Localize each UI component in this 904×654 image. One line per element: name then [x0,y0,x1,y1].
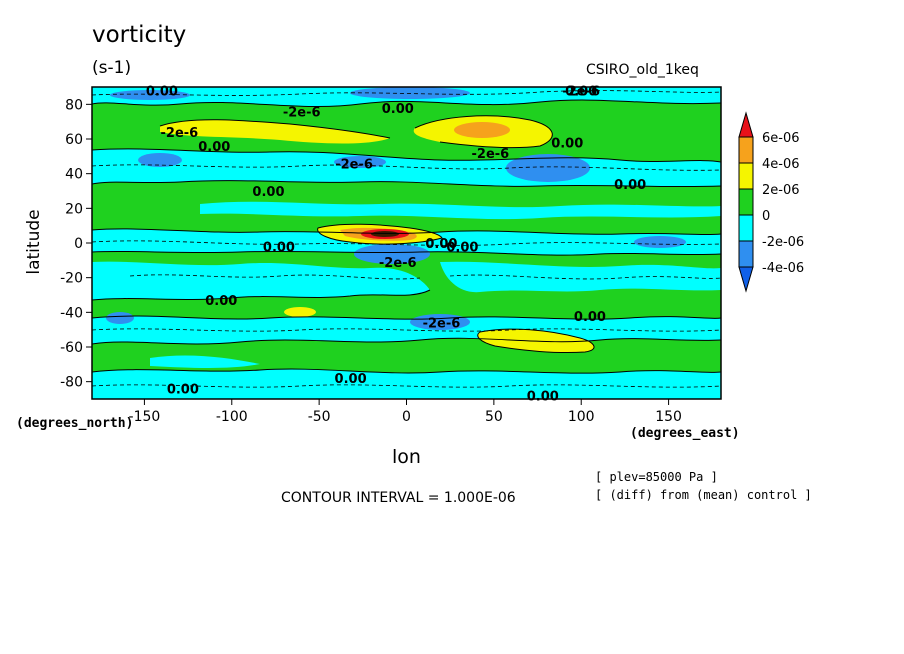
contour-label: 0.00 [551,136,583,151]
contour-label: -2e-6 [283,105,321,120]
contour-label: 0.00 [146,84,178,99]
contour-label: -2e-6 [335,157,373,172]
contour-label: -2e-6 [423,317,461,332]
y-tick-label: 20 [65,201,83,217]
y-tick-label: -40 [60,305,83,321]
x-axis-label: lon [392,446,421,468]
contour-label: 0.00 [198,140,230,155]
colorbar-segment [738,162,754,190]
y-tick-label: -60 [60,340,83,356]
y-tick-label: 60 [65,132,83,148]
contour-label: 0.00 [335,372,367,387]
contour-label: 0.00 [167,383,199,398]
dataset-label: CSIRO_old_1keq [586,62,699,78]
contour-label: -2e-6 [562,84,600,99]
x-tick-label: -100 [216,409,248,425]
chart-title: vorticity [92,22,187,48]
y-tick-label: -20 [60,271,83,287]
contour-labels: 0.00 0.00-2e-6-2e-6 0.00-2e-60.00-2e-6-2e-… [146,84,646,404]
colorbar-segment [738,136,754,164]
contour-label: 0.00 [263,240,295,255]
colorbar-label: -4e-06 [762,261,804,276]
contour-label: 0.00 [565,84,597,99]
colorbar-segment [738,214,754,242]
colorbar-max-arrow [738,111,754,138]
contour-label: 0.00 [252,185,284,200]
x-tick-label: -50 [308,409,331,425]
contour-label: 0.00 [614,178,646,193]
filled-contour-field [92,87,721,399]
contour-label: -2e-6 [161,126,199,141]
contour-interval: CONTOUR INTERVAL = 1.000E-06 [281,490,516,506]
contour-label: -2e-6 [472,147,510,162]
contour-label: 0.00 [527,390,559,405]
contour-label: -2e-6 [379,256,417,271]
x-tick-label: -150 [129,409,161,425]
x-tick-label: 0 [402,409,411,425]
contour-label: 0.00 [446,240,478,255]
contour-label: 0.00 [205,294,237,309]
x-axis: -150 -100 -50 0 50 100 150 [129,399,682,425]
contour-label: 0.00 [574,310,606,325]
colorbar-label: 6e-06 [762,131,800,146]
x-axis-units: (degrees_east) [630,426,740,441]
colorbar-min-arrow [738,266,754,293]
y-tick-label: -80 [60,375,83,391]
colorbar: 6e-06 4e-06 2e-06 0 -2e-06 -4e-06 [738,111,804,293]
y-tick-label: 40 [65,167,83,183]
difference-note: [ (diff) from (mean) control ] [595,488,812,502]
colorbar-label: -2e-06 [762,235,804,250]
colorbar-segment [738,188,754,216]
y-tick-label: 0 [74,236,83,252]
colorbar-segment [738,240,754,268]
colorbar-label: 0 [762,209,770,224]
x-tick-label: 100 [568,409,595,425]
x-tick-label: 50 [485,409,503,425]
pressure-level-note: [ plev=85000 Pa ] [595,470,718,484]
y-axis: -80 -60 -40 -20 0 20 40 60 80 [60,97,92,391]
y-tick-label: 80 [65,97,83,113]
chart-units: (s-1) [92,58,132,78]
colorbar-label: 2e-06 [762,183,800,198]
x-tick-label: 150 [655,409,682,425]
contour-label: 0.00 [425,237,457,252]
colorbar-label: 4e-06 [762,157,800,172]
y-axis-units: (degrees_north) [16,416,134,431]
contour-label: 0.00 [382,102,414,117]
